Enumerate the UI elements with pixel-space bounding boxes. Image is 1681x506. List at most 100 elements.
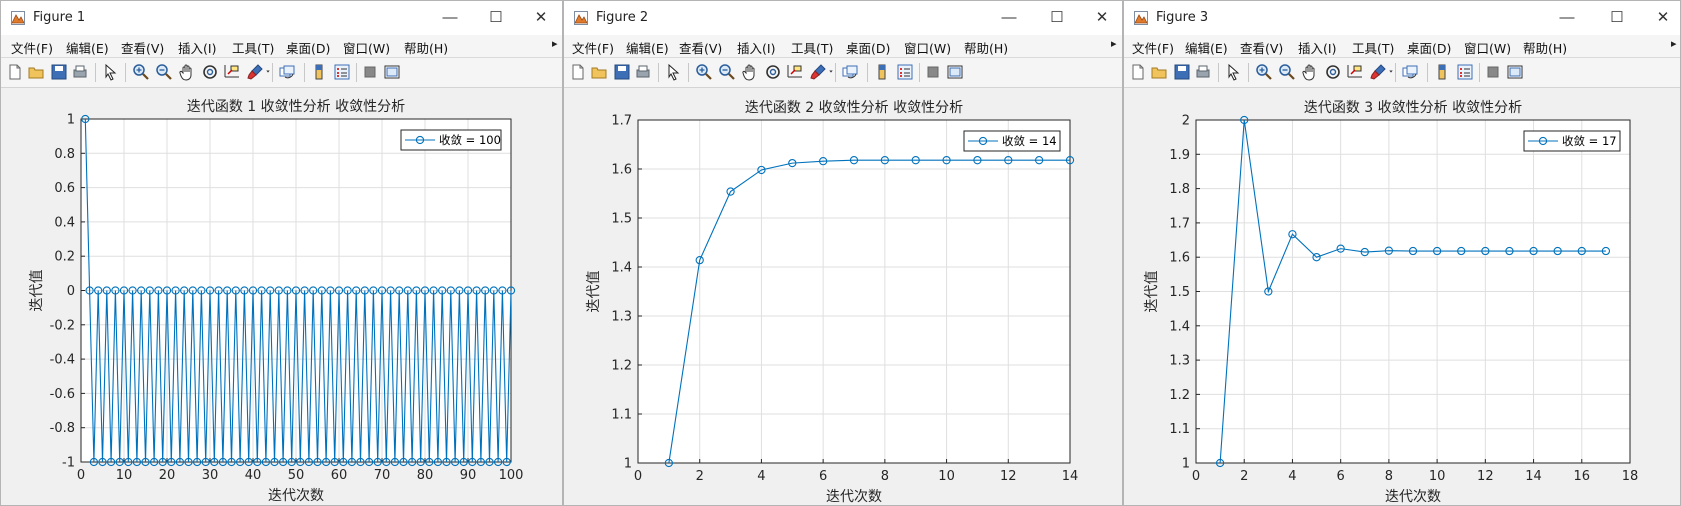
data-point-marker[interactable]: [167, 457, 176, 467]
data-point-marker[interactable]: [364, 457, 374, 467]
link-plot-icon[interactable]: [278, 63, 296, 81]
data-point-marker[interactable]: [412, 286, 421, 295]
data-point-marker[interactable]: [395, 286, 404, 295]
menu-overflow-icon[interactable]: ▸: [1111, 38, 1117, 50]
data-point-marker[interactable]: [489, 286, 498, 295]
menu-item-7[interactable]: 帮助(H): [404, 41, 449, 56]
menu-item-0[interactable]: 文件(F): [11, 41, 53, 56]
menu-item-3[interactable]: 插入(I): [1298, 41, 1337, 56]
data-point-marker[interactable]: [89, 457, 99, 467]
pointer-icon[interactable]: [664, 63, 682, 81]
data-point-marker[interactable]: [1288, 230, 1297, 239]
show-plot-tools-icon[interactable]: [946, 63, 964, 81]
menu-overflow-icon[interactable]: ▸: [1671, 38, 1677, 50]
series-line[interactable]: [668, 159, 1070, 464]
data-point-marker[interactable]: [849, 156, 859, 165]
data-point-marker[interactable]: [442, 457, 451, 467]
data-point-marker[interactable]: [407, 457, 417, 467]
menu-item-4[interactable]: 工具(T): [1352, 41, 1395, 56]
title-bar[interactable]: Figure 3 — ☐ ✕: [1124, 1, 1680, 35]
data-point-marker[interactable]: [106, 457, 116, 467]
data-point-marker[interactable]: [911, 156, 920, 165]
menu-item-7[interactable]: 帮助(H): [1523, 41, 1568, 56]
data-point-marker[interactable]: [880, 156, 890, 165]
data-point-marker[interactable]: [227, 457, 236, 467]
data-point-marker[interactable]: [85, 286, 94, 295]
insert-colorbar-icon[interactable]: [873, 63, 891, 81]
hide-plot-tools-icon[interactable]: [361, 63, 379, 81]
data-point-marker[interactable]: [1481, 246, 1490, 256]
zoom-out-icon[interactable]: [1278, 63, 1296, 81]
data-point-marker[interactable]: [1240, 115, 1249, 125]
brush-icon[interactable]: [809, 63, 827, 81]
menu-item-6[interactable]: 窗口(W): [343, 41, 391, 56]
data-point-marker[interactable]: [459, 457, 468, 467]
data-point-marker[interactable]: [94, 286, 103, 295]
data-point-marker[interactable]: [455, 286, 464, 295]
pointer-icon[interactable]: [101, 63, 119, 81]
data-point-marker[interactable]: [356, 457, 365, 467]
data-point-marker[interactable]: [218, 457, 228, 467]
data-cursor-icon[interactable]: [1346, 63, 1364, 81]
data-point-marker[interactable]: [266, 286, 275, 295]
data-point-marker[interactable]: [1457, 246, 1466, 256]
pointer-icon[interactable]: [1224, 63, 1242, 81]
data-point-marker[interactable]: [291, 286, 301, 295]
hide-plot-tools-icon[interactable]: [1484, 63, 1502, 81]
data-point-marker[interactable]: [942, 156, 951, 165]
data-point-marker[interactable]: [420, 286, 430, 295]
data-point-marker[interactable]: [1384, 246, 1394, 255]
data-point-marker[interactable]: [205, 286, 215, 295]
data-point-marker[interactable]: [433, 457, 443, 467]
data-point-marker[interactable]: [472, 286, 481, 295]
data-point-marker[interactable]: [283, 286, 292, 295]
brush-dropdown-icon[interactable]: [1386, 63, 1396, 81]
pan-icon[interactable]: [741, 63, 759, 81]
data-point-marker[interactable]: [201, 457, 210, 467]
data-point-marker[interactable]: [223, 286, 232, 295]
data-point-marker[interactable]: [425, 457, 434, 467]
show-plot-tools-icon[interactable]: [383, 63, 401, 81]
hide-plot-tools-icon[interactable]: [924, 63, 942, 81]
data-point-marker[interactable]: [1004, 156, 1013, 165]
series-line[interactable]: [1219, 119, 1606, 464]
data-point-marker[interactable]: [757, 165, 766, 175]
zoom-in-icon[interactable]: [695, 63, 713, 81]
link-plot-icon[interactable]: [841, 63, 859, 81]
data-point-marker[interactable]: [115, 457, 124, 467]
data-point-marker[interactable]: [296, 457, 305, 467]
data-point-marker[interactable]: [253, 457, 262, 467]
close-button[interactable]: ✕: [1095, 9, 1109, 26]
zoom-out-icon[interactable]: [718, 63, 736, 81]
data-point-marker[interactable]: [1601, 246, 1611, 256]
save-icon[interactable]: [613, 63, 631, 81]
data-point-marker[interactable]: [180, 286, 189, 295]
minimize-button[interactable]: —: [1559, 9, 1575, 26]
open-file-icon[interactable]: [27, 63, 45, 81]
title-bar[interactable]: Figure 1 — ☐ ✕: [1, 1, 562, 35]
data-point-marker[interactable]: [818, 157, 828, 166]
data-point-marker[interactable]: [244, 457, 253, 467]
zoom-in-icon[interactable]: [132, 63, 150, 81]
rotate-3d-icon[interactable]: [1324, 63, 1342, 81]
data-point-marker[interactable]: [149, 457, 159, 467]
data-point-marker[interactable]: [1505, 246, 1514, 256]
data-point-marker[interactable]: [403, 286, 412, 295]
data-point-marker[interactable]: [119, 286, 129, 295]
data-point-marker[interactable]: [175, 457, 185, 467]
data-point-marker[interactable]: [235, 457, 245, 467]
menu-item-5[interactable]: 桌面(D): [846, 41, 891, 56]
menu-item-4[interactable]: 工具(T): [232, 41, 275, 56]
data-point-marker[interactable]: [382, 457, 391, 467]
data-point-marker[interactable]: [102, 286, 111, 295]
menu-item-7[interactable]: 帮助(H): [964, 41, 1009, 56]
data-point-marker[interactable]: [1065, 156, 1075, 165]
data-point-marker[interactable]: [726, 187, 735, 196]
data-point-marker[interactable]: [154, 286, 163, 295]
data-point-marker[interactable]: [214, 286, 223, 295]
show-plot-tools-icon[interactable]: [1506, 63, 1524, 81]
insert-colorbar-icon[interactable]: [1433, 63, 1451, 81]
maximize-button[interactable]: ☐: [1050, 9, 1064, 26]
data-point-marker[interactable]: [429, 286, 438, 295]
brush-dropdown-icon[interactable]: [263, 63, 273, 81]
